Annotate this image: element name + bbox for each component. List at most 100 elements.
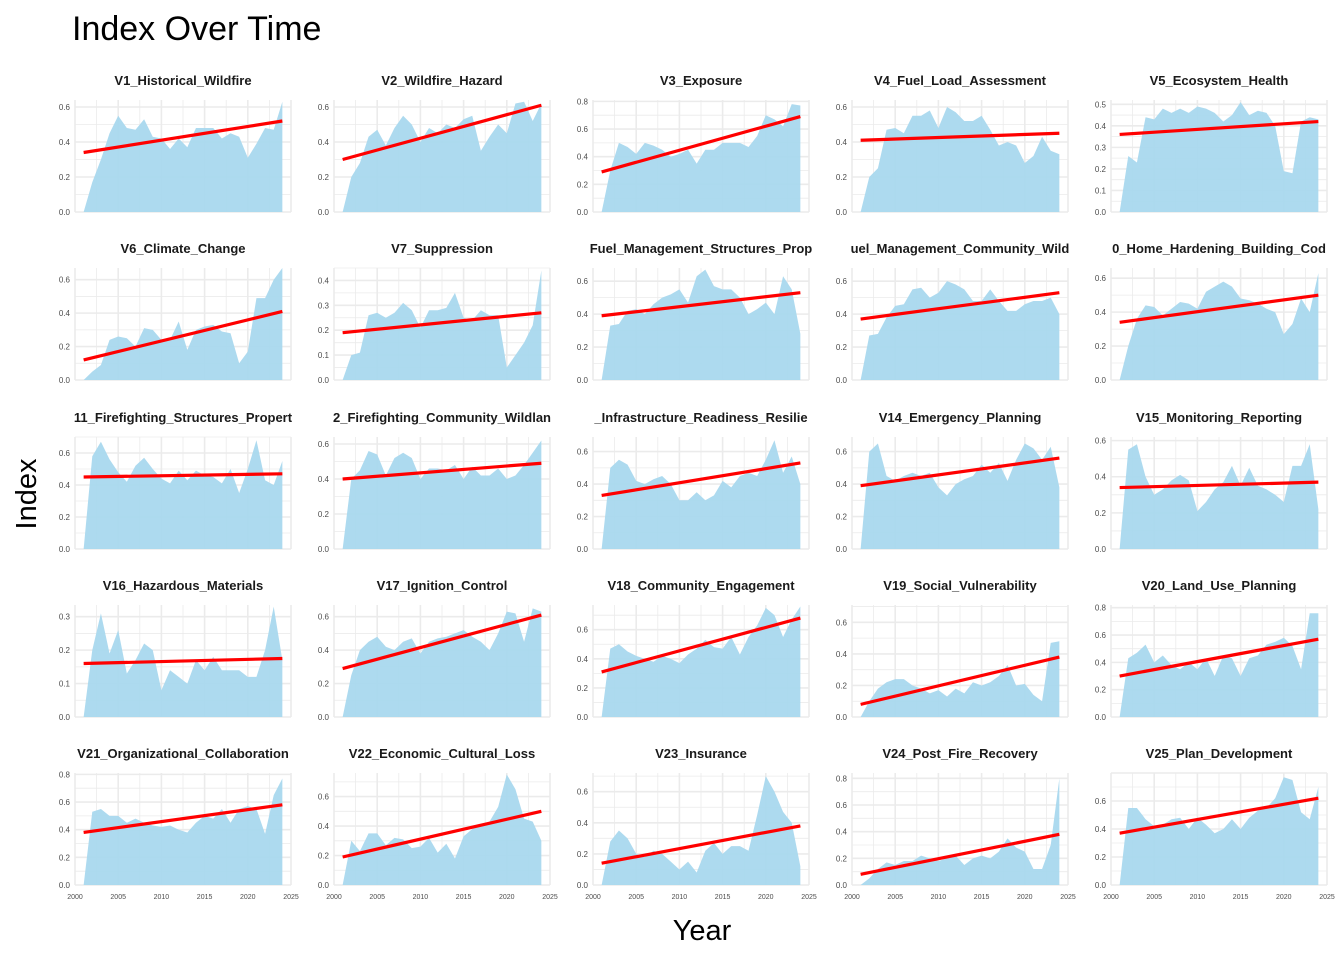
y-axis-title: Index — [11, 458, 43, 529]
y-tick-label: 0.8 — [836, 774, 848, 783]
trend-line — [1119, 480, 1319, 490]
y-tick-label: 0.4 — [836, 480, 848, 489]
panel-5: V5_Ecosystem_Health 0.0 0.1 0.2 0.3 0.4 0.5 — [1095, 73, 1328, 217]
chart-title: Index Over Time — [72, 10, 321, 48]
area-series — [1119, 102, 1319, 212]
y-tick-label: 0.0 — [577, 881, 589, 890]
y-tick-label: 0.0 — [577, 376, 589, 385]
trend-line — [601, 291, 801, 318]
y-tick-label: 0.0 — [1095, 713, 1107, 722]
x-tick-label: 2020 — [240, 894, 256, 901]
panel-title: V15_Monitoring_Reporting — [1136, 410, 1302, 425]
trend-line — [601, 461, 801, 498]
panel-title: V3_Exposure — [660, 73, 742, 88]
y-tick-label: 0.0 — [1095, 208, 1107, 217]
area-series — [860, 281, 1060, 380]
y-tick-label: 0.0 — [836, 376, 848, 385]
y-tick-label: 0.1 — [318, 351, 330, 360]
x-tick-label: 2010 — [413, 894, 429, 901]
trend-line — [860, 655, 1060, 706]
x-tick-label: 2010 — [1190, 894, 1206, 901]
area-series — [83, 606, 283, 717]
trend-line — [83, 119, 283, 155]
panel-2: V2_Wildfire_Hazard 0.0 0.2 0.4 0.6 — [318, 73, 551, 217]
y-tick-label: 0.2 — [59, 853, 71, 862]
panel-title: V2_Wildfire_Hazard — [381, 73, 502, 88]
y-tick-label: 0.0 — [318, 208, 330, 217]
y-tick-label: 0.0 — [59, 881, 71, 890]
area-series — [342, 608, 542, 717]
y-tick-label: 0.0 — [1095, 376, 1107, 385]
area-series — [601, 269, 801, 380]
y-tick-label: 0.2 — [1095, 509, 1107, 518]
y-tick-label: 0.4 — [318, 276, 330, 285]
panel-title: 2_Firefighting_Community_Wildlan — [333, 410, 551, 425]
y-tick-label: 0.0 — [836, 545, 848, 554]
y-tick-label: 0.2 — [318, 510, 330, 519]
trend-line — [342, 613, 542, 671]
area-series — [601, 776, 801, 885]
trend-line — [860, 131, 1060, 142]
panel-9: uel_Management_Community_Wild 0.0 0.2 0.4 0.… — [836, 241, 1070, 385]
y-tick-label: 0.4 — [836, 650, 848, 659]
x-tick-label: 2010 — [931, 894, 947, 901]
y-tick-label: 0.2 — [1095, 853, 1107, 862]
y-tick-label: 0.6 — [59, 798, 71, 807]
y-tick-label: 0.5 — [1095, 100, 1107, 109]
panel-title: V19_Social_Vulnerability — [883, 578, 1037, 593]
panel-13: _Infrastructure_Readiness_Resilie 0.0 0.2 0… — [577, 410, 810, 554]
area-series — [342, 440, 542, 549]
x-tick-label: 2015 — [974, 894, 990, 901]
area-series — [601, 440, 801, 549]
trend-line — [342, 103, 542, 162]
y-tick-label: 0.4 — [577, 153, 589, 162]
y-tick-label: 0.0 — [577, 208, 589, 217]
panel-23: V23_Insurance 0.0 0.2 0.4 0.6 2000 2005 2010 201… — [577, 746, 817, 901]
x-tick-label: 2015 — [715, 894, 731, 901]
y-tick-label: 0.3 — [59, 613, 71, 622]
y-tick-label: 0.4 — [1095, 658, 1107, 667]
y-tick-label: 0.2 — [577, 343, 589, 352]
y-tick-label: 0.2 — [577, 850, 589, 859]
panel-title: V4_Fuel_Load_Assessment — [874, 73, 1047, 88]
area-series — [1119, 613, 1319, 717]
panel-title: V22_Economic_Cultural_Loss — [349, 746, 535, 761]
y-tick-label: 0.0 — [59, 713, 71, 722]
y-tick-label: 0.0 — [59, 208, 71, 217]
y-tick-label: 0.2 — [577, 684, 589, 693]
x-tick-label: 2020 — [1276, 894, 1292, 901]
y-tick-label: 0.0 — [318, 713, 330, 722]
y-tick-label: 0.3 — [1095, 143, 1107, 152]
trend-line — [601, 115, 801, 174]
area-series — [601, 606, 801, 717]
y-tick-label: 0.0 — [59, 376, 71, 385]
area-series — [342, 270, 542, 380]
y-tick-label: 0.6 — [318, 613, 330, 622]
panel-title: V14_Emergency_Planning — [879, 410, 1042, 425]
area-series — [860, 443, 1060, 549]
y-tick-label: 0.4 — [836, 828, 848, 837]
panel-10: 0_Home_Hardening_Building_Cod 0.0 0.2 0.4 0.… — [1095, 241, 1328, 385]
y-tick-label: 0.2 — [1095, 342, 1107, 351]
panel-title: V6_Climate_Change — [121, 241, 246, 256]
x-tick-label: 2025 — [1319, 894, 1335, 901]
x-tick-label: 2000 — [844, 894, 860, 901]
y-tick-label: 0.4 — [59, 826, 71, 835]
x-tick-label: 2010 — [154, 894, 170, 901]
panel-15: V15_Monitoring_Reporting 0.0 0.2 0.4 0.6 — [1095, 410, 1328, 554]
y-tick-label: 0.2 — [59, 513, 71, 522]
y-tick-label: 0.2 — [318, 326, 330, 335]
y-tick-label: 0.2 — [836, 513, 848, 522]
panel-title: V16_Hazardous_Materials — [103, 578, 263, 593]
y-tick-label: 0.4 — [318, 138, 330, 147]
area-series — [1119, 273, 1319, 380]
y-tick-label: 0.2 — [318, 852, 330, 861]
y-tick-label: 0.2 — [836, 681, 848, 690]
y-tick-label: 0.6 — [577, 277, 589, 286]
y-tick-label: 0.4 — [1095, 122, 1107, 131]
y-tick-label: 0.2 — [1095, 165, 1107, 174]
y-tick-label: 0.2 — [836, 343, 848, 352]
panel-title: V25_Plan_Development — [1146, 746, 1293, 761]
y-tick-label: 0.0 — [577, 713, 589, 722]
